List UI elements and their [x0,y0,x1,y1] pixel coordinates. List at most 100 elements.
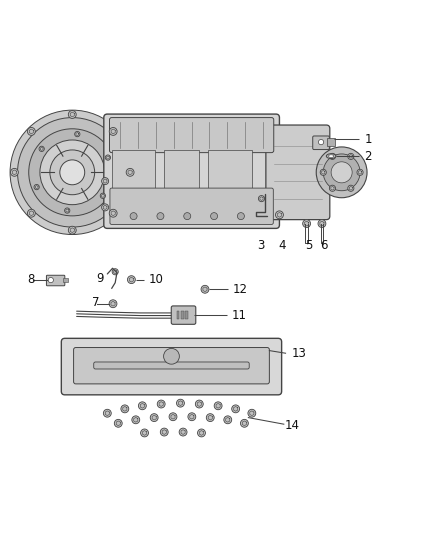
FancyBboxPatch shape [110,118,274,152]
Circle shape [157,400,165,408]
Circle shape [109,300,117,308]
Text: 1: 1 [364,133,372,146]
Circle shape [201,285,209,293]
Circle shape [198,429,205,437]
Circle shape [150,414,158,422]
Circle shape [102,177,109,184]
Circle shape [102,204,109,211]
Bar [181,311,184,319]
Circle shape [65,208,70,213]
Circle shape [28,209,35,217]
Circle shape [303,220,311,228]
Circle shape [318,140,324,145]
Circle shape [177,399,184,407]
Circle shape [258,196,265,201]
FancyBboxPatch shape [266,125,330,220]
Circle shape [320,169,326,175]
FancyBboxPatch shape [171,306,196,324]
Circle shape [348,154,354,159]
Bar [327,138,335,146]
FancyBboxPatch shape [313,136,329,150]
FancyBboxPatch shape [104,114,279,229]
Circle shape [248,409,256,417]
Text: 2: 2 [364,150,372,163]
Circle shape [323,154,360,191]
Circle shape [276,211,283,219]
Circle shape [138,402,146,410]
FancyBboxPatch shape [46,275,65,286]
Text: 11: 11 [232,309,247,321]
Circle shape [331,162,352,183]
Bar [177,311,179,319]
FancyBboxPatch shape [94,362,249,369]
Circle shape [357,169,363,175]
FancyBboxPatch shape [61,338,282,395]
Circle shape [211,213,218,220]
Circle shape [214,402,222,410]
Circle shape [318,220,326,228]
Bar [208,150,252,190]
Bar [185,311,188,319]
Circle shape [74,132,80,137]
Circle shape [11,168,18,176]
FancyBboxPatch shape [74,348,269,384]
Circle shape [34,184,39,190]
Circle shape [39,146,44,151]
Circle shape [114,419,122,427]
Circle shape [160,428,168,436]
Circle shape [240,419,248,427]
Circle shape [163,349,180,364]
Circle shape [141,429,148,437]
Text: 12: 12 [233,283,248,296]
Circle shape [50,150,95,195]
Circle shape [109,209,117,217]
Circle shape [109,127,117,135]
Text: 8: 8 [27,273,35,286]
Circle shape [126,168,134,176]
Circle shape [48,278,53,282]
Text: 9: 9 [96,272,104,285]
Text: 13: 13 [291,347,306,360]
Circle shape [348,185,354,191]
Text: 14: 14 [285,419,300,432]
Circle shape [184,213,191,220]
Circle shape [18,118,127,227]
Circle shape [121,405,129,413]
Bar [112,150,155,190]
Circle shape [10,110,134,235]
Text: 6: 6 [320,239,328,252]
Circle shape [329,185,336,191]
Circle shape [195,400,203,408]
Circle shape [157,213,164,220]
Circle shape [112,269,118,275]
Circle shape [100,193,106,198]
Circle shape [206,414,214,422]
Circle shape [28,127,35,135]
Text: 3: 3 [258,239,265,252]
Circle shape [316,147,367,198]
Circle shape [29,129,116,216]
Circle shape [130,213,137,220]
Polygon shape [107,135,133,207]
Circle shape [127,276,135,284]
Circle shape [232,405,240,413]
Text: 10: 10 [149,273,164,286]
Circle shape [68,226,76,234]
Bar [63,278,68,282]
Circle shape [169,413,177,421]
Circle shape [237,213,244,220]
Circle shape [132,416,140,424]
Text: 5: 5 [305,239,312,252]
Circle shape [329,154,336,159]
Circle shape [179,428,187,436]
Circle shape [188,413,196,421]
Text: 7: 7 [92,296,99,309]
Bar [164,150,199,190]
Circle shape [68,110,76,118]
Circle shape [40,140,105,205]
Circle shape [103,409,111,417]
FancyBboxPatch shape [110,188,273,224]
Circle shape [224,416,232,424]
Ellipse shape [328,155,334,157]
Circle shape [60,160,85,185]
